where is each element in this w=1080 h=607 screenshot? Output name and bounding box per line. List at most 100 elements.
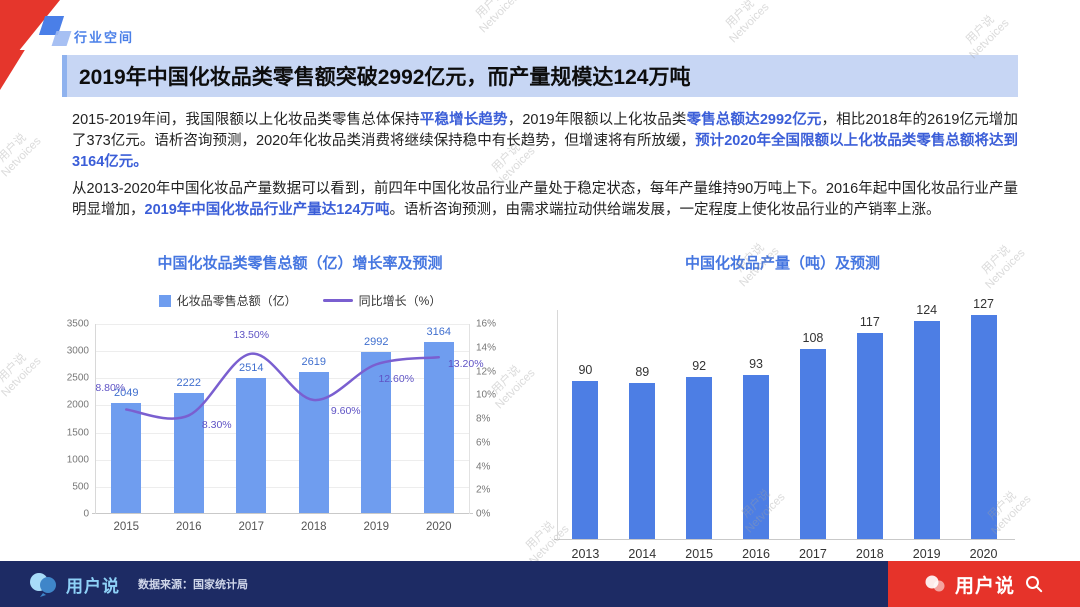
legend-bar-label: 化妆品零售总额（亿） [176,294,297,308]
y-axis-line [557,310,558,540]
secondary-y-axis-tick: 16% [476,318,497,330]
page-title: 2019年中国化妆品类零售额突破2992亿元，而产量规模达124万吨 [79,66,691,89]
production-bar [629,382,656,540]
x-axis-label: 2020 [969,547,998,561]
text-segment: 2015-2019年间，我国限额以上化妆品类零售总体保持 [72,112,420,128]
secondary-y-axis-tick: 2% [476,484,491,496]
production-bar [572,380,599,540]
watermark: 用户说 Netvoices [0,131,44,180]
x-axis-label: 2019 [363,521,390,533]
production-value: 108 [802,330,824,345]
section-label: 行业空间 [74,30,135,45]
chat-bubbles-icon [925,575,945,592]
x-axis-line [554,539,1015,540]
gridline [95,324,470,325]
retail-sales-bar [111,402,142,514]
footer: 用户说 数据来源：国家统计局 用户说 [0,561,1080,607]
production-bar [686,377,713,540]
production-bar [799,348,826,540]
watermark: 用户说 Netvoices [0,351,44,400]
growth-value-label: 8.80% [95,381,126,394]
gridline [95,378,470,380]
paragraph-production: 从2013-2020年中国化妆品产量数据可以看到，前四年中国化妆品行业产量处于稳… [72,179,1018,221]
text-segment: ，相比2018年的2619亿元增加了373亿元。语析咨询预测，2020年化妆品类… [72,112,1019,149]
watermark: 用户说 Netvoices [723,0,772,46]
watermark: 用户说 Netvoices [963,13,1012,62]
x-axis-line [92,513,473,514]
secondary-y-axis-tick: 6% [476,437,491,449]
production-value: 92 [692,359,707,374]
growth-value-label: 13.50% [233,328,270,341]
legend-line-swatch [322,299,353,302]
production-value: 90 [578,362,593,377]
retail-chart-title: 中国化妆品类零售总额（亿）增长率及预测 [157,255,443,272]
retail-sales-value: 3164 [426,326,451,339]
netvoices-logo-icon [30,573,56,597]
x-axis-label: 2017 [799,547,827,561]
corner-ribbon-decoration [0,50,25,90]
legend-line-label: 同比增长（%） [358,294,442,308]
growth-value-label: 13.20% [447,358,484,371]
x-axis-label: 2015 [685,547,714,561]
y-axis-tick: 2000 [66,399,89,411]
secondary-y-axis-tick: 14% [476,342,497,354]
retail-sales-value: 2049 [114,386,139,399]
retail-chart-legend: 化妆品零售总额（亿） 同比增长（%） [60,292,540,309]
highlight-segment: 预计2020年全国限额以上化妆品类零售总额将达到3164亿元。 [72,133,1018,170]
x-axis-label: 2020 [425,521,452,533]
highlight-segment: 零售总额达2992亿元 [686,112,822,128]
production-value: 127 [973,297,994,312]
x-axis-label: 2018 [855,547,884,561]
production-bar [970,315,997,540]
production-value: 93 [749,357,764,372]
gridline [95,351,470,353]
retail-sales-bar [173,393,204,514]
growth-line [125,352,440,420]
magnifier-icon [1026,576,1043,593]
secondary-y-axis-tick: 10% [476,389,497,401]
secondary-y-axis-tick: 8% [476,413,491,425]
production-chart-title: 中国化妆品产量（吨）及预测 [684,255,880,272]
retail-sales-bar [236,377,267,514]
highlight-segment: 平稳增长趋势 [419,112,508,128]
highlight-segment: 2019年中国化妆品行业产量达124万吨 [144,202,390,218]
x-axis-label: 2017 [238,521,265,533]
retail-sales-chart: 中国化妆品类零售总额（亿）增长率及预测 化妆品零售总额（亿） 同比增长（%） 0… [60,248,540,548]
x-axis-label: 2016 [742,547,770,561]
promo-banner: 用户说 [888,561,1080,607]
legend-item-bar: 化妆品零售总额（亿） [158,292,297,309]
paragraph-retail-sales: 2015-2019年间，我国限额以上化妆品类零售总体保持平稳增长趋势，2019年… [72,110,1018,173]
gridline [95,432,470,434]
production-bar [913,320,940,540]
text-segment: 。语析咨询预测，由需求端拉动供给端发展，一定程度上使化妆品行业的产销率上涨。 [389,202,941,218]
secondary-y-axis-tick: 12% [476,366,497,377]
y-axis-tick: 3500 [66,318,89,330]
y-axis-tick: 0 [83,508,89,520]
retail-plot-area: 0 500 1000 1500 2000 2500 3000 3500 0% 2% 4% 6% 8% 10… [67,319,496,534]
x-axis-label: 2015 [113,521,140,533]
gridline [95,405,470,407]
legend-bar-swatch [158,294,171,307]
promo-brand-name: 用户说 [954,575,1015,597]
x-axis-label: 2014 [628,547,657,561]
production-value: 89 [635,364,650,379]
y-axis-tick: 1000 [66,454,89,466]
gridline [95,459,470,461]
retail-sales-value: 2514 [239,361,264,374]
blue-diamond-decoration [51,31,72,46]
y-axis-line [95,324,96,514]
production-value: 124 [916,302,938,317]
production-plot-area: 90 2013 89 2014 92 2015 93 2016 108 2017 117 2018 12… [554,297,1015,561]
retail-sales-value: 2222 [176,377,201,390]
text-segment: ，2019年限额以上化妆品类 [507,112,687,128]
y-axis-tick: 1500 [66,427,89,439]
watermark: 用户说 Netvoices [473,0,522,36]
title-bar: 2019年中国化妆品类零售额突破2992亿元，而产量规模达124万吨 [62,55,1018,97]
production-value: 117 [859,315,880,329]
gridline [95,486,470,488]
y-axis-tick: 500 [72,481,89,493]
y-axis-tick: 2500 [66,372,89,384]
secondary-y-axis-line [469,324,470,514]
footer-brand-name: 用户说 [66,576,120,596]
